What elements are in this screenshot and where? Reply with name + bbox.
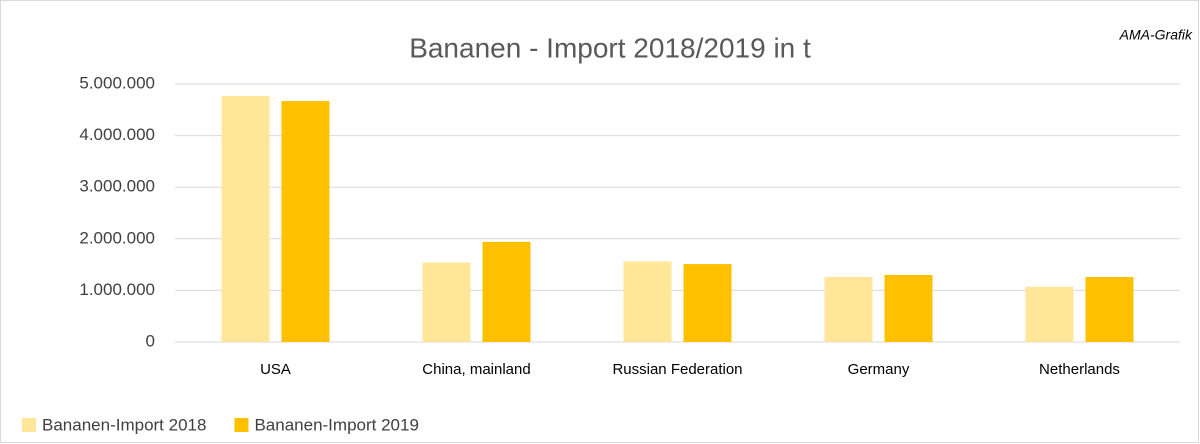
y-tick-label: 4.000.000 [79,125,155,144]
bar [482,241,531,342]
annotation: AMA-Grafik [1119,27,1193,43]
bar [221,95,270,342]
y-tick-label: 3.000.000 [79,177,155,196]
x-tick-label: USA [260,361,291,378]
y-tick-label: 0 [146,331,155,350]
x-tick-label: Germany [848,361,910,378]
legend-swatch [22,418,36,432]
y-tick-label: 2.000.000 [79,228,155,247]
bar [1085,276,1134,342]
y-tick-label: 1.000.000 [79,280,155,299]
legend-label: Bananen-Import 2018 [42,415,206,434]
bar [281,101,330,342]
bar [623,261,672,342]
legend-swatch [234,418,249,432]
x-tick-label: China, mainland [422,361,530,378]
bar [824,276,873,342]
x-tick-label: Netherlands [1039,361,1120,378]
y-tick-label: 5.000.000 [79,73,155,92]
bar [1025,286,1074,342]
bar [884,274,933,342]
legend-label: Bananen-Import 2019 [254,415,418,434]
chart-title: Bananen - Import 2018/2019 in t [409,32,811,63]
x-tick-label: Russian Federation [612,361,742,378]
bar [422,262,471,342]
bar [683,264,732,342]
